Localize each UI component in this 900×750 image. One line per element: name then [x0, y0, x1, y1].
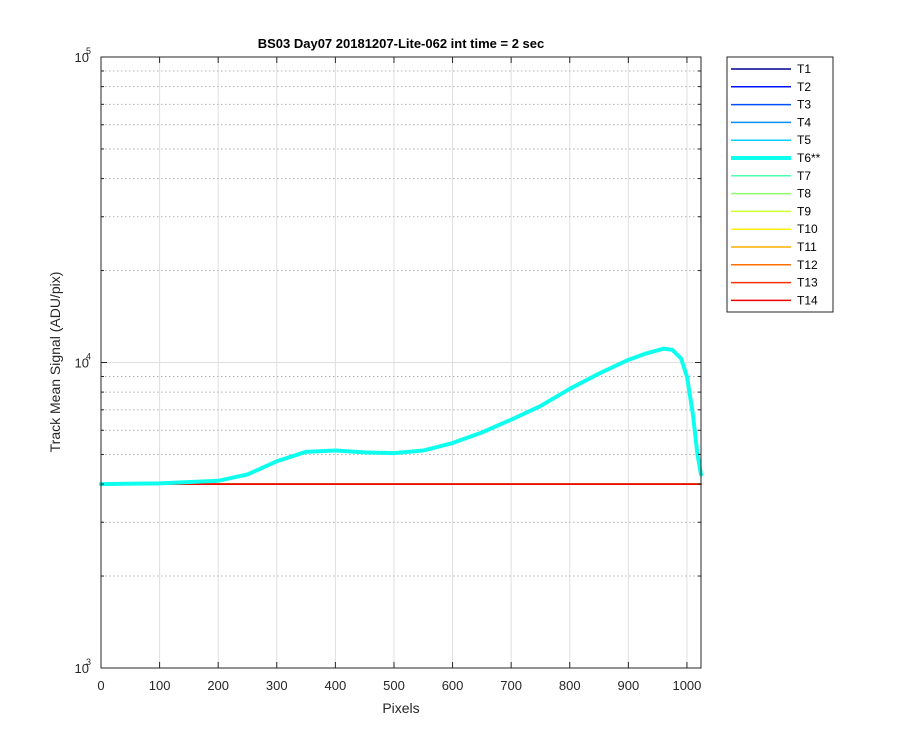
y-tick-exponent: 5: [86, 46, 91, 56]
legend-label: T6**: [797, 151, 821, 165]
legend-label: T8: [797, 187, 811, 201]
legend-label: T10: [797, 222, 818, 236]
x-tick-label: 900: [617, 678, 639, 693]
legend-item[interactable]: T14: [731, 293, 818, 307]
legend-item[interactable]: T11: [731, 240, 817, 254]
series-layer: [99, 346, 703, 487]
x-tick-label: 1000: [672, 678, 701, 693]
series-line-t6: [99, 346, 703, 487]
grid: [101, 56, 701, 669]
legend-item[interactable]: T1: [731, 62, 811, 76]
legend-item[interactable]: T6**: [731, 151, 821, 165]
legend-label: T9: [797, 204, 811, 218]
x-tick-labels: 0 100 200 300 400 500 600 700 800 900 1000: [97, 678, 701, 693]
legend-label: T2: [797, 80, 811, 94]
legend-label: T7: [797, 169, 811, 183]
x-tick-label: 700: [500, 678, 522, 693]
legend-label: T5: [797, 133, 811, 147]
legend-label: T12: [797, 258, 818, 272]
y-tick-exponent: 4: [86, 352, 91, 362]
legend[interactable]: T1 T2 T3 T4 T5 T6** T7 T8 T9 T10 T11 T12 T13 T14: [726, 56, 834, 313]
legend-item[interactable]: T12: [731, 258, 818, 272]
legend-item[interactable]: T7: [731, 169, 811, 183]
chart-title: BS03 Day07 20181207-Lite-062 int time = …: [258, 36, 545, 51]
x-tick-label: 400: [325, 678, 347, 693]
y-tick-label: 10: [75, 661, 89, 676]
ticks: [100, 56, 701, 669]
y-tick-exponent: 3: [86, 657, 91, 667]
legend-label: T13: [797, 276, 818, 290]
y-tick-label: 10: [75, 356, 89, 371]
x-tick-label: 500: [383, 678, 405, 693]
x-axis-label: Pixels: [382, 700, 419, 716]
x-tick-label: 200: [207, 678, 229, 693]
x-tick-label: 800: [559, 678, 581, 693]
legend-item[interactable]: T2: [731, 80, 811, 94]
legend-item[interactable]: T8: [731, 187, 811, 201]
legend-item[interactable]: T9: [731, 204, 811, 218]
legend-label: T4: [797, 115, 811, 129]
x-tick-label: 600: [442, 678, 464, 693]
legend-label: T11: [797, 240, 817, 254]
legend-item[interactable]: T5: [731, 133, 811, 147]
x-tick-label: 300: [266, 678, 288, 693]
legend-label: T3: [797, 98, 811, 112]
x-tick-label: 0: [97, 678, 104, 693]
y-axis-label: Track Mean Signal (ADU/pix): [47, 272, 63, 453]
legend-item[interactable]: T10: [731, 222, 818, 236]
x-tick-label: 100: [149, 678, 171, 693]
legend-items: T1 T2 T3 T4 T5 T6** T7 T8 T9 T10 T11 T12 T13 T14: [731, 62, 821, 307]
legend-box: [726, 56, 834, 313]
legend-item[interactable]: T4: [731, 115, 811, 129]
legend-label: T1: [797, 62, 811, 76]
legend-label: T14: [797, 293, 818, 307]
y-tick-label: 10: [75, 50, 89, 65]
legend-item[interactable]: T13: [731, 276, 818, 290]
legend-item[interactable]: T3: [731, 98, 811, 112]
